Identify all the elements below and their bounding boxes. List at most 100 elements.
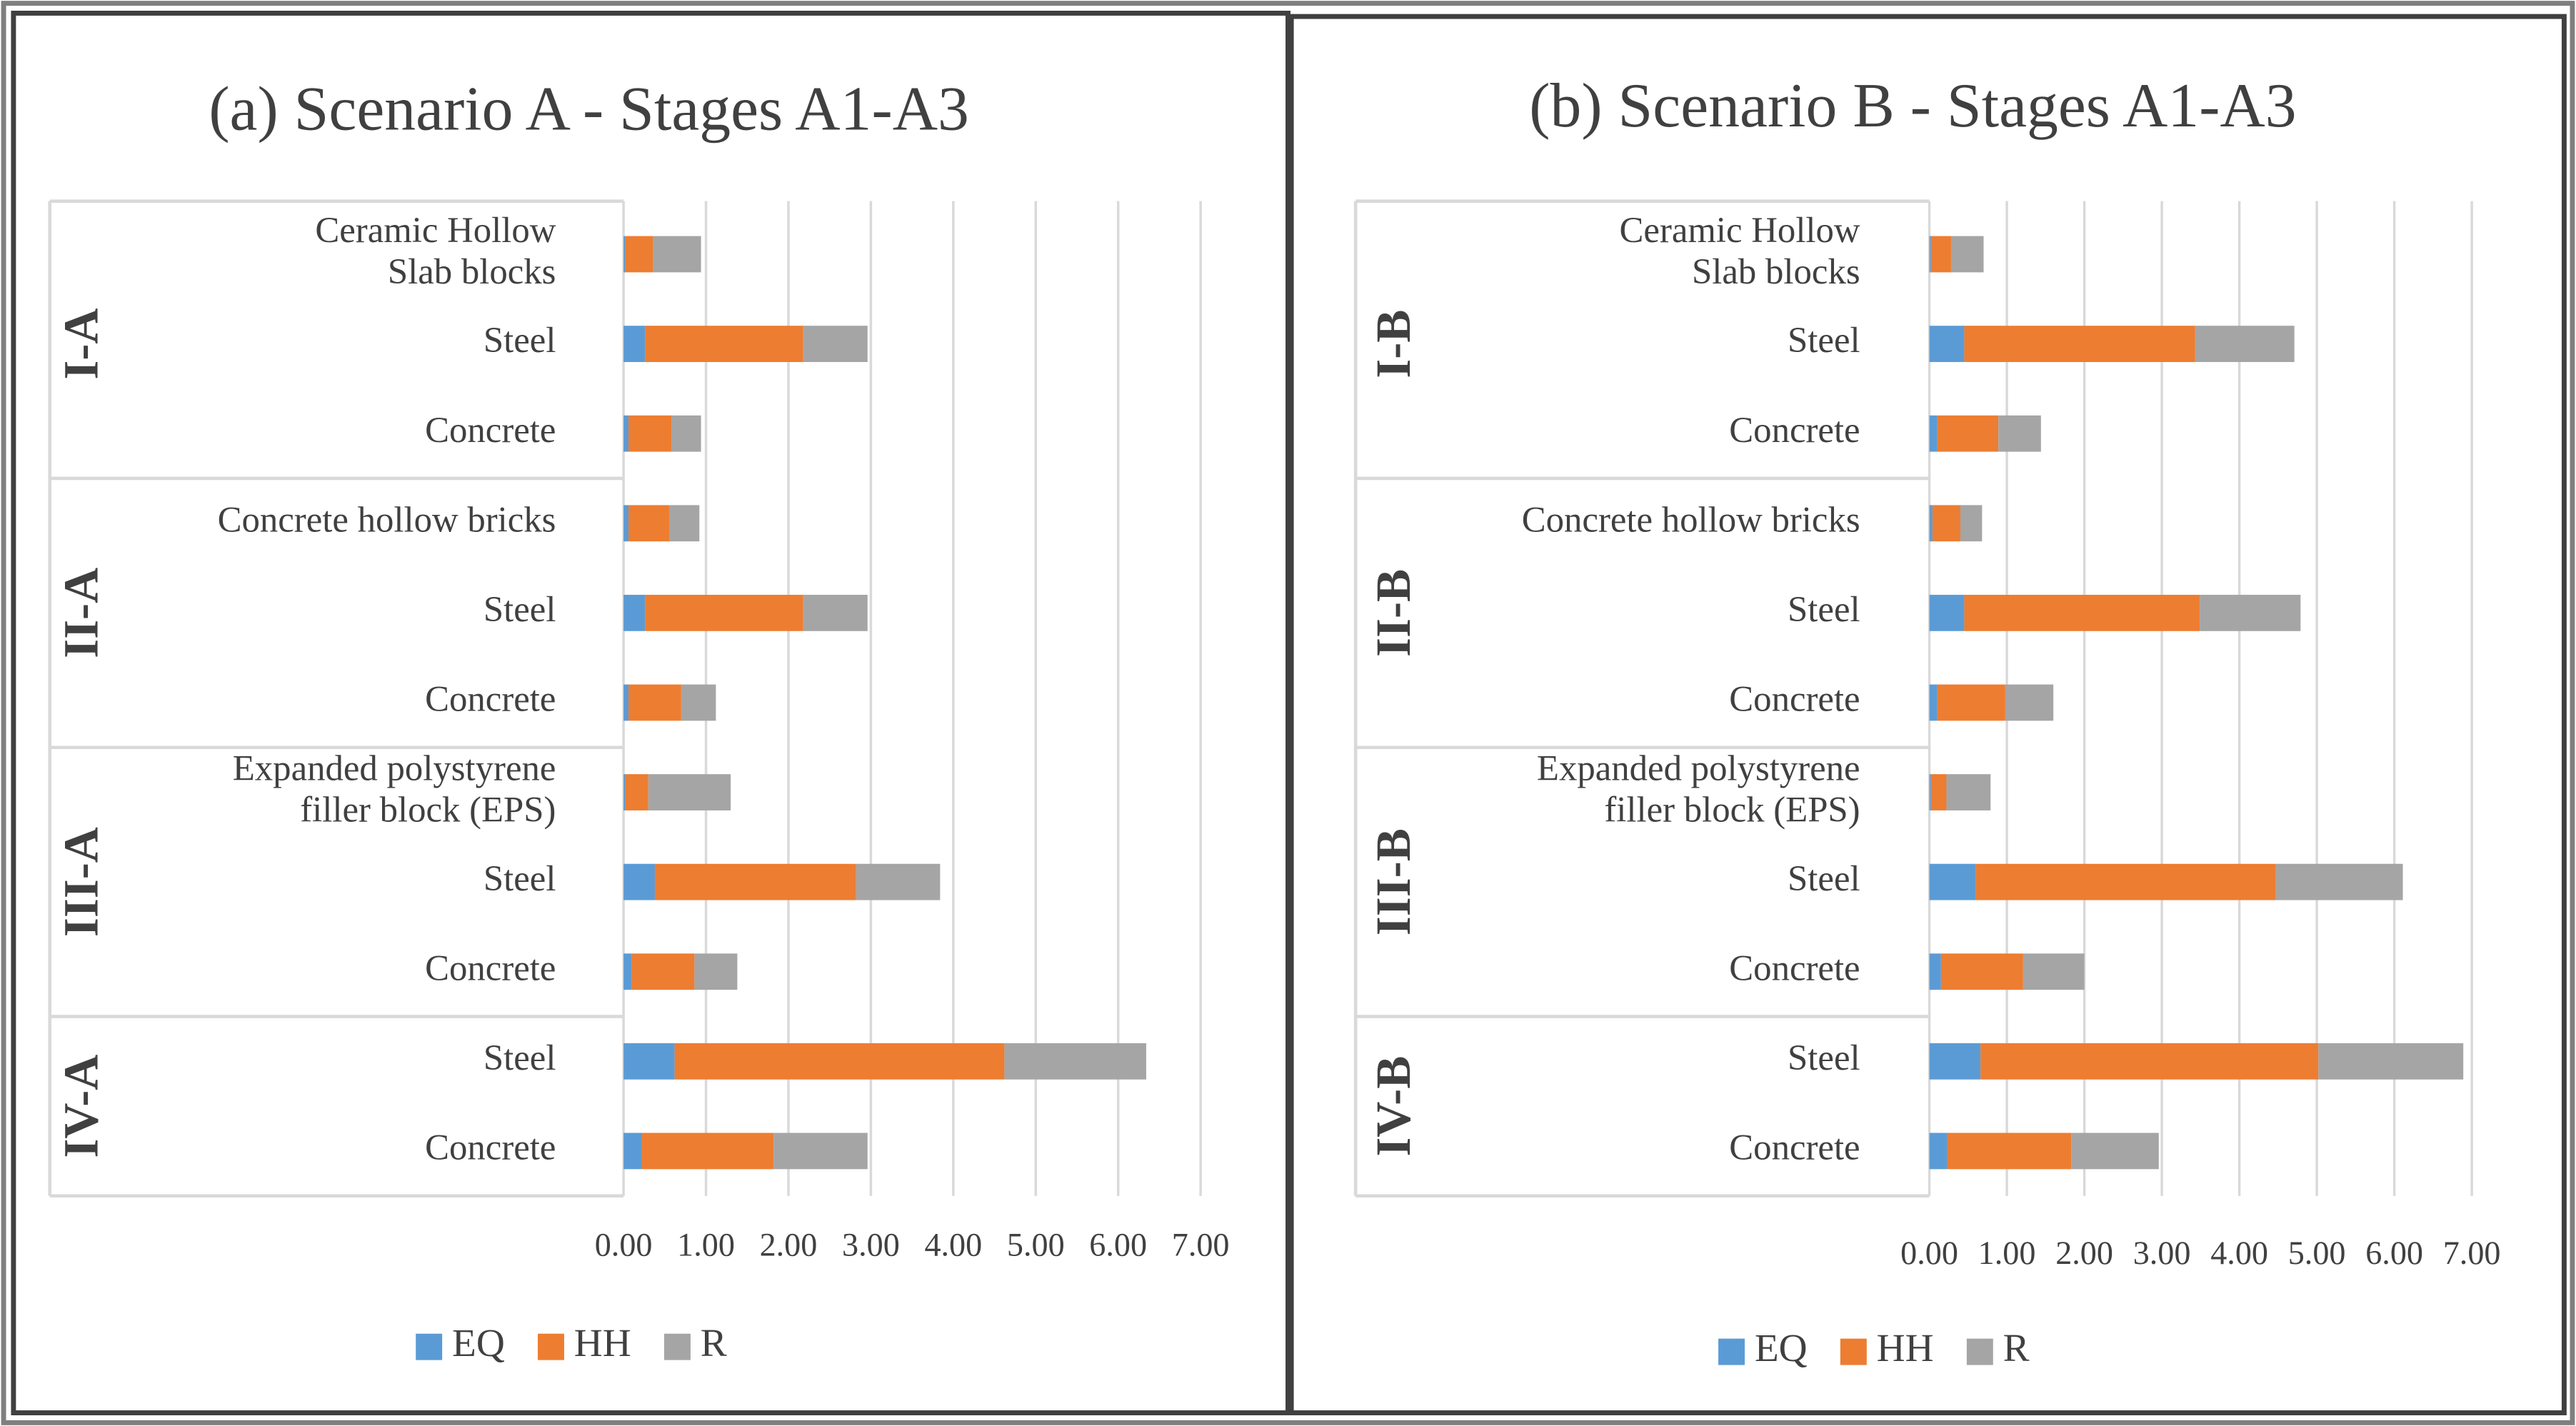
bar-segment — [2200, 594, 2301, 631]
bar-segment — [681, 684, 716, 721]
bar-segment — [623, 326, 646, 362]
x-tick-label: 4.00 — [924, 1226, 982, 1262]
chart-title: (b) Scenario B - Stages A1-A3 — [1529, 71, 2296, 140]
category-label: Steel — [1788, 858, 1860, 898]
bar-segment — [671, 415, 701, 452]
bar-segment — [641, 1133, 774, 1170]
category-label: Ceramic Hollow Slab blocks — [1620, 210, 1860, 291]
category-label: Concrete — [425, 1128, 556, 1168]
legend-swatch — [416, 1333, 443, 1360]
group-label: III-A — [53, 827, 108, 937]
category-label: Steel — [483, 320, 556, 360]
x-tick-label: 7.00 — [2443, 1235, 2501, 1271]
x-tick-label: 3.00 — [842, 1226, 900, 1262]
category-label: Concrete — [1729, 1128, 1860, 1168]
x-tick-label: 3.00 — [2133, 1235, 2191, 1271]
bar-segment — [648, 774, 731, 810]
x-tick-label: 1.00 — [677, 1226, 735, 1262]
category-label: Expanded polystyrene filler block (EPS) — [233, 748, 556, 829]
bar-segment — [628, 505, 670, 542]
bar-segment — [1980, 1043, 2319, 1080]
legend-label: R — [701, 1321, 727, 1365]
x-tick-label: 4.00 — [2210, 1235, 2268, 1271]
bar-segment — [623, 594, 646, 631]
bar-segment — [623, 236, 626, 273]
legend-swatch — [664, 1333, 691, 1360]
group-label: II-B — [1365, 569, 1420, 657]
bar-segment — [623, 863, 655, 900]
x-tick-label: 0.00 — [1900, 1235, 1958, 1271]
bar-segment — [1975, 863, 2276, 900]
bar-segment — [1929, 1133, 1948, 1170]
bar-segment — [803, 594, 868, 631]
legend-swatch — [538, 1333, 564, 1360]
legend-swatch — [1840, 1338, 1867, 1365]
bar-segment — [623, 505, 629, 542]
bar-segment — [803, 326, 868, 362]
x-tick-label: 6.00 — [2365, 1235, 2423, 1271]
category-label: Steel — [483, 589, 556, 629]
bar-segment — [856, 863, 941, 900]
bar-segment — [1929, 774, 1931, 810]
legend-label: HH — [574, 1321, 631, 1365]
bar-segment — [1937, 415, 1999, 452]
bar-segment — [1930, 236, 1951, 273]
bar-segment — [2275, 863, 2403, 900]
x-tick-label: 7.00 — [1172, 1226, 1230, 1262]
x-tick-label: 1.00 — [1978, 1235, 2036, 1271]
bar-segment — [1929, 594, 1965, 631]
category-label: Concrete — [1729, 679, 1860, 719]
bar-segment — [1946, 774, 1991, 810]
x-tick-label: 5.00 — [1007, 1226, 1065, 1262]
bar-segment — [2005, 684, 2054, 721]
bar-segment — [2071, 1133, 2159, 1170]
bar-segment — [1929, 326, 1965, 362]
legend-swatch — [1966, 1338, 1993, 1365]
bar-segment — [1929, 415, 1938, 452]
group-label: II-A — [53, 568, 108, 658]
bar-segment — [1950, 236, 1984, 273]
category-label: Concrete — [1729, 410, 1860, 450]
category-label: Steel — [483, 858, 556, 898]
bar-segment — [623, 1043, 675, 1080]
x-tick-label: 0.00 — [595, 1226, 653, 1262]
category-label: Concrete hollow bricks — [218, 499, 556, 539]
category-label: Concrete — [425, 679, 556, 719]
bar-segment — [1929, 505, 1933, 542]
bar-segment — [654, 863, 856, 900]
legend-label: HH — [1877, 1326, 1934, 1370]
bar-segment — [1964, 326, 2195, 362]
bar-segment — [2195, 326, 2295, 362]
x-tick-label: 2.00 — [760, 1226, 818, 1262]
bar-segment — [669, 505, 700, 542]
panel-frame — [11, 11, 1290, 1415]
category-label: Concrete hollow bricks — [1522, 499, 1860, 539]
bar-segment — [625, 236, 653, 273]
category-label: Steel — [1788, 320, 1860, 360]
bar-segment — [623, 684, 629, 721]
bar-segment — [628, 684, 681, 721]
legend-label: EQ — [1755, 1326, 1808, 1370]
bar-segment — [1929, 236, 1931, 273]
bar-segment — [694, 953, 738, 990]
category-label: Steel — [483, 1038, 556, 1078]
category-label: Ceramic Hollow Slab blocks — [315, 210, 556, 291]
bar-segment — [1929, 1043, 1981, 1080]
group-label: I-A — [53, 308, 108, 380]
chart-title: (a) Scenario A - Stages A1-A3 — [209, 74, 969, 144]
bar-segment — [1940, 953, 2023, 990]
bar-segment — [653, 236, 701, 273]
group-label: I-B — [1365, 309, 1420, 378]
bar-segment — [623, 1133, 642, 1170]
bar-segment — [1960, 505, 1983, 542]
category-label: Concrete — [425, 410, 556, 450]
group-label: IV-A — [53, 1055, 108, 1158]
category-label: Expanded polystyrene filler block (EPS) — [1537, 748, 1860, 829]
bar-segment — [2318, 1043, 2464, 1080]
bar-segment — [628, 415, 672, 452]
bar-segment — [645, 326, 803, 362]
x-tick-label: 2.00 — [2055, 1235, 2113, 1271]
category-label: Concrete — [1729, 948, 1860, 988]
bar-segment — [1930, 774, 1947, 810]
